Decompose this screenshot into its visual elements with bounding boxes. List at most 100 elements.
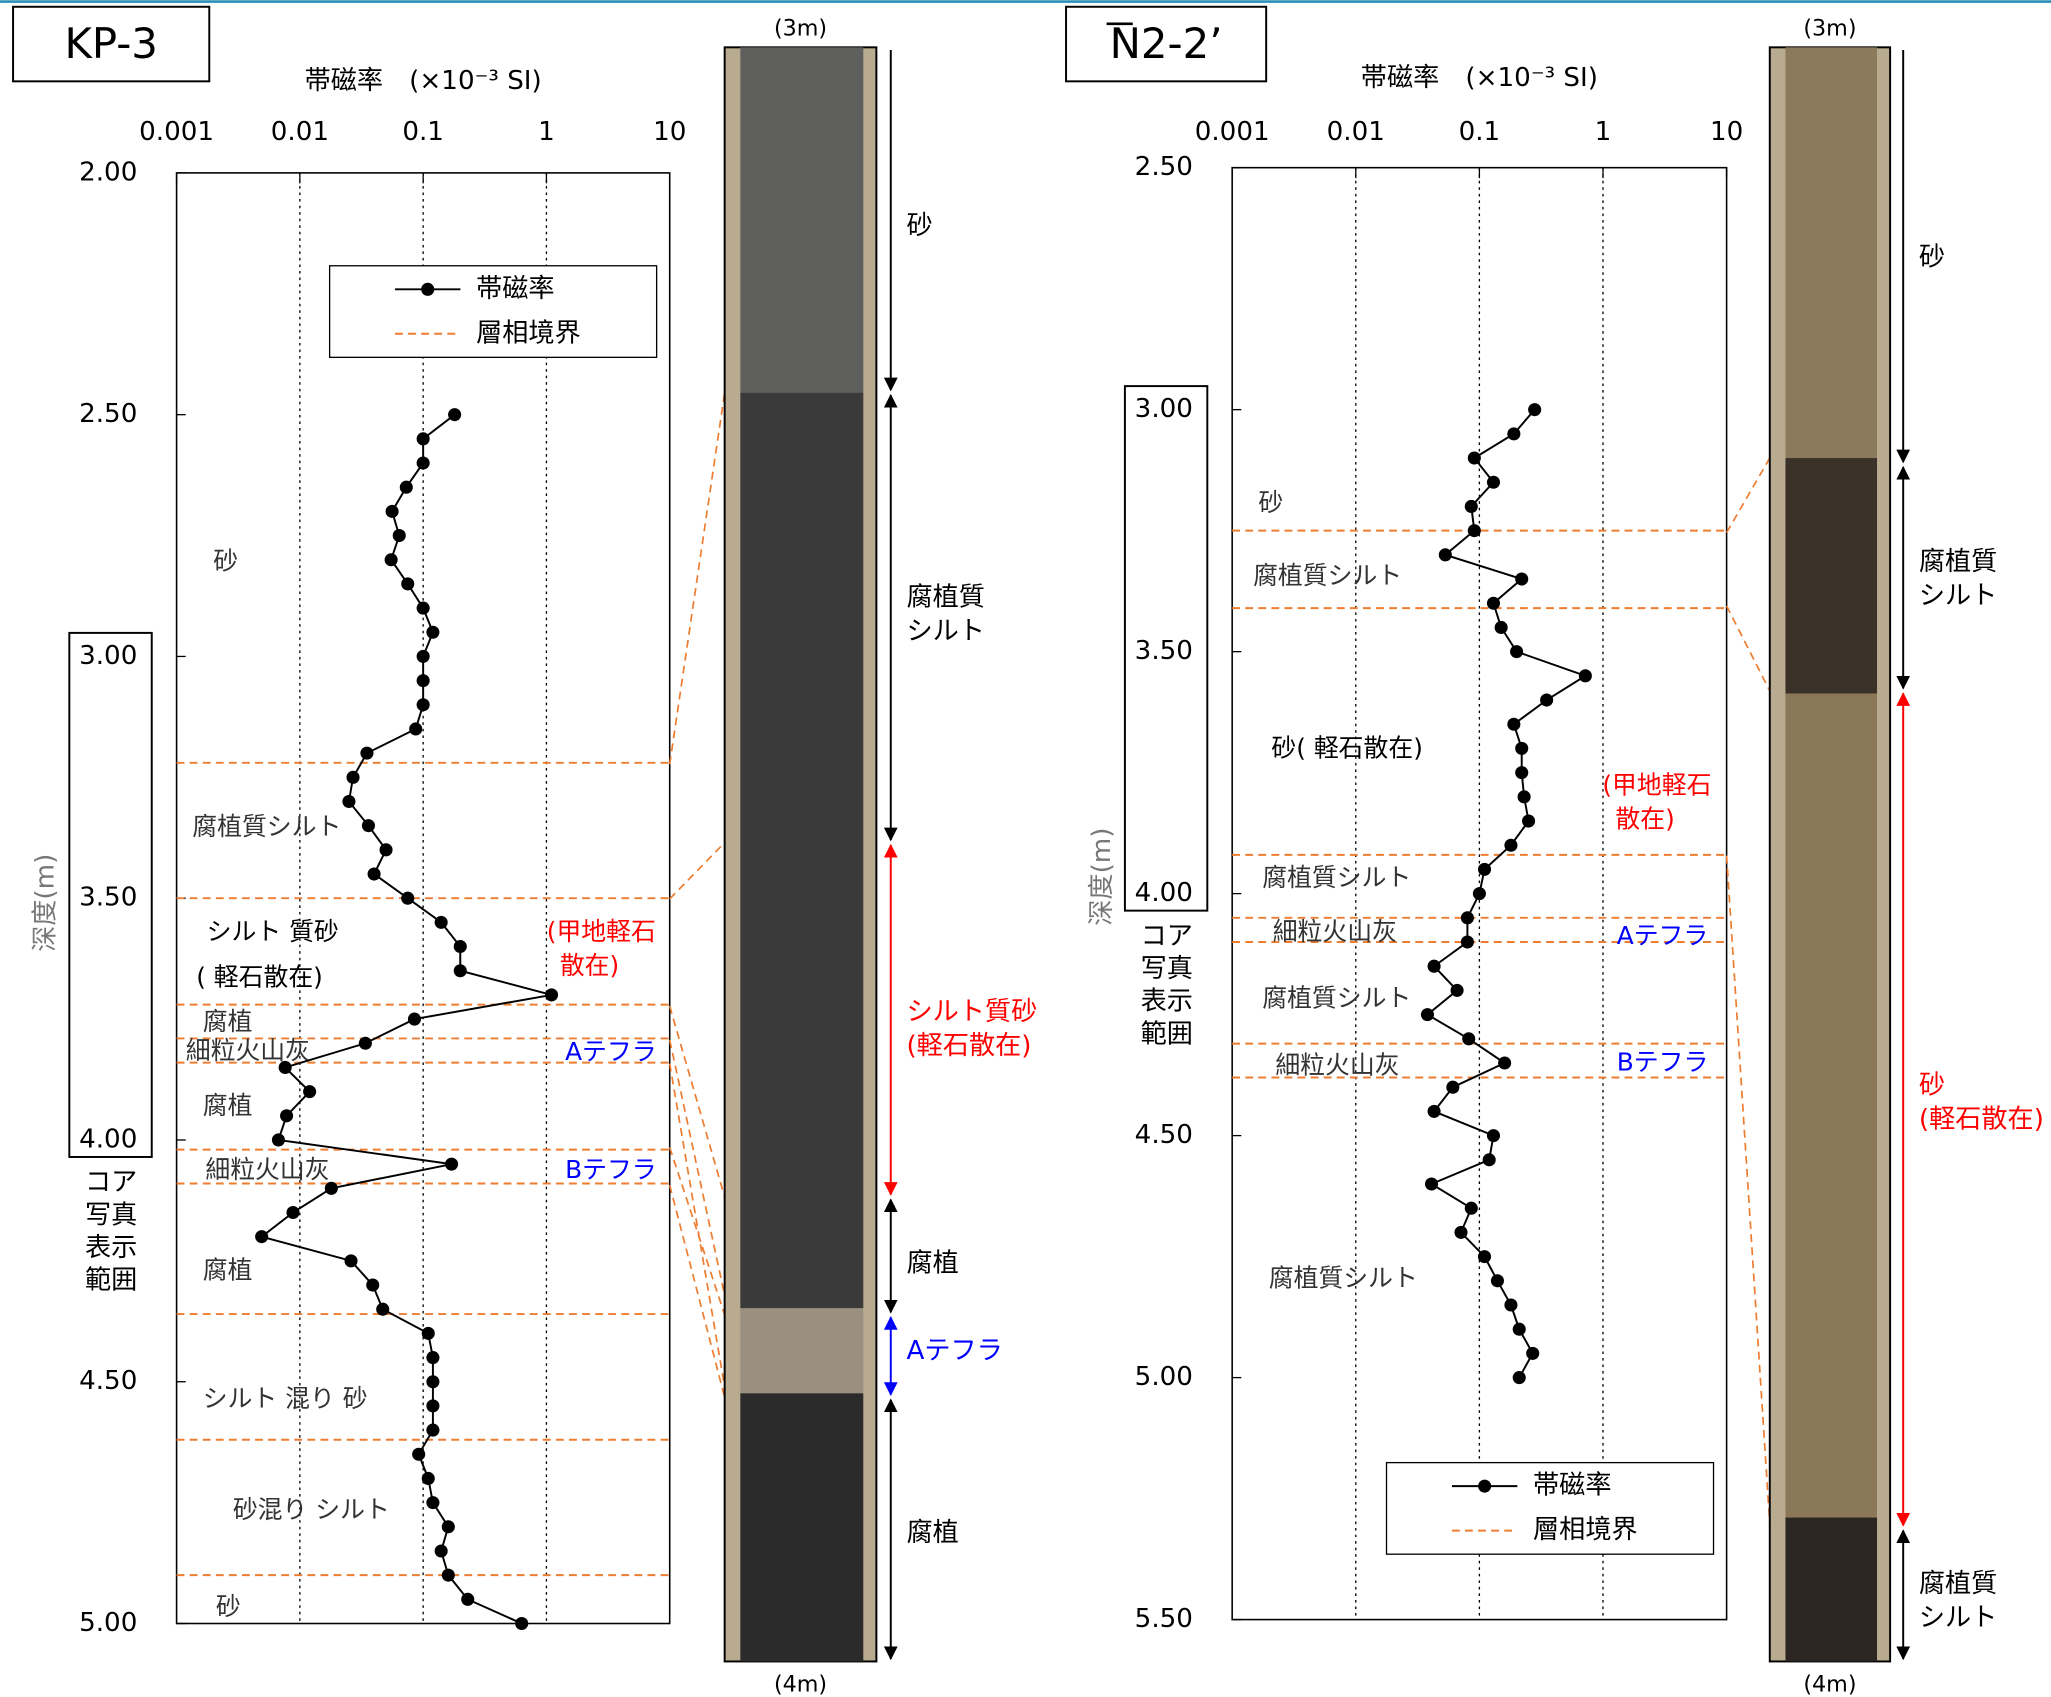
- data-point: [1504, 1298, 1518, 1312]
- data-point: [385, 504, 399, 518]
- x-tick-label: 0.001: [1195, 117, 1270, 147]
- data-point: [453, 940, 467, 954]
- photo-bottom-label: (4m): [774, 1671, 827, 1697]
- data-point: [1477, 862, 1492, 876]
- data-point: [409, 722, 423, 736]
- data-point: [1540, 693, 1554, 707]
- data-point: [426, 1423, 440, 1437]
- y-tick-label: 3.50: [79, 883, 137, 913]
- photo-bottom-label: (4m): [1803, 1671, 1856, 1697]
- data-point: [1510, 645, 1524, 659]
- legend-marker: [421, 282, 435, 296]
- data-point: [401, 891, 415, 905]
- facies-label: 腐植質シルト: [1262, 863, 1411, 892]
- photo-connector: [669, 842, 726, 900]
- data-point: [426, 1399, 440, 1413]
- data-point: [426, 1375, 440, 1389]
- data-point: [358, 1036, 372, 1050]
- x-tick-label: 10: [1710, 117, 1743, 147]
- data-point: [1498, 1056, 1512, 1070]
- x-tick-label: 10: [653, 117, 686, 147]
- data-point: [1578, 669, 1592, 683]
- x-tick-label: 1: [1595, 117, 1612, 147]
- unit-label: (軽石散在): [906, 1031, 1031, 1061]
- x-tick-label: 0.01: [1327, 117, 1385, 147]
- x-tick-label: 0.01: [271, 117, 329, 147]
- plot-frame: [1231, 166, 1728, 1621]
- data-point: [1464, 499, 1478, 513]
- y-axis-title: 深度(m): [30, 854, 60, 952]
- data-point: [416, 601, 430, 615]
- data-point: [361, 819, 375, 833]
- data-point: [376, 1302, 390, 1316]
- core-section: [1785, 1517, 1878, 1662]
- data-point: [324, 1181, 338, 1195]
- facies-label: 散在): [1615, 804, 1674, 833]
- data-point: [342, 794, 356, 809]
- x-tick-label: 0.1: [1459, 117, 1501, 147]
- unit-label: 砂: [906, 211, 932, 241]
- facies-label: (甲地軽石: [1602, 770, 1711, 799]
- core-section: [1785, 693, 1878, 1518]
- photo-connector: [1725, 457, 1771, 534]
- x-tick-label: 0.1: [402, 117, 444, 147]
- core-section: [740, 1393, 864, 1662]
- series-line: [259, 413, 552, 1625]
- photo-range-label: 写真: [85, 1200, 137, 1230]
- chart-title: N2-2’: [1110, 19, 1223, 68]
- data-point: [1464, 1201, 1478, 1215]
- data-point: [367, 867, 381, 881]
- data-point: [1512, 1322, 1526, 1336]
- data-point: [1515, 572, 1529, 586]
- data-point: [1427, 1104, 1441, 1118]
- facies-label: Bテフラ: [565, 1155, 657, 1184]
- data-point: [1460, 935, 1474, 949]
- data-point: [1494, 620, 1508, 634]
- data-point: [416, 432, 430, 446]
- y-axis-title: 深度(m): [1087, 828, 1117, 926]
- data-point: [392, 529, 406, 543]
- unit-label: 腐植質: [1919, 547, 1997, 577]
- data-point: [1486, 475, 1501, 489]
- y-tick-label: 2.50: [1135, 152, 1193, 182]
- unit-label: 腐植: [906, 1518, 958, 1548]
- data-point: [441, 1568, 455, 1582]
- y-tick-label: 5.00: [79, 1608, 137, 1638]
- data-point: [426, 1496, 440, 1510]
- unit-label: (軽石散在): [1919, 1104, 2044, 1134]
- data-point: [1446, 1080, 1460, 1094]
- facies-label: (甲地軽石: [547, 917, 656, 946]
- legend-label: 層相境界: [1533, 1515, 1638, 1545]
- photo-connector: [668, 392, 726, 765]
- data-point: [366, 1278, 380, 1292]
- data-point: [1528, 403, 1542, 417]
- data-point: [434, 1544, 448, 1558]
- y-tick-label: 4.50: [79, 1366, 137, 1396]
- data-point: [278, 1060, 292, 1074]
- data-point: [399, 480, 413, 494]
- data-point: [1427, 959, 1441, 973]
- facies-label: 砂: [1258, 488, 1283, 517]
- facies-label: シルト 混り 砂: [203, 1384, 368, 1413]
- facies-label: Aテフラ: [1617, 921, 1709, 950]
- y-tick-label: 5.50: [1135, 1604, 1193, 1634]
- legend-label: 帯磁率: [476, 274, 554, 304]
- legend-box: [328, 265, 658, 358]
- facies-label: 腐植: [203, 1091, 253, 1120]
- photo-connector: [668, 1005, 726, 1198]
- y-tick-label: 3.00: [79, 641, 137, 671]
- data-point: [379, 843, 393, 857]
- photo-connector: [668, 1147, 726, 1316]
- x-axis-title: 帯磁率 (×10⁻³ SI): [305, 66, 542, 96]
- facies-label: 散在): [560, 951, 619, 980]
- unit-label: 砂: [1919, 242, 1945, 272]
- data-point: [426, 1351, 440, 1365]
- data-point: [412, 1447, 426, 1461]
- data-point: [1467, 451, 1481, 465]
- facies-label: Aテフラ: [565, 1037, 657, 1066]
- unit-label: シルト: [1919, 1603, 1997, 1633]
- data-point: [1522, 814, 1536, 828]
- data-point: [1454, 1225, 1468, 1239]
- data-point: [407, 1012, 421, 1026]
